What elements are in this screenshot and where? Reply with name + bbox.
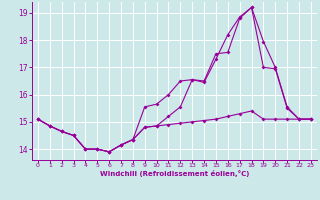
X-axis label: Windchill (Refroidissement éolien,°C): Windchill (Refroidissement éolien,°C)	[100, 170, 249, 177]
